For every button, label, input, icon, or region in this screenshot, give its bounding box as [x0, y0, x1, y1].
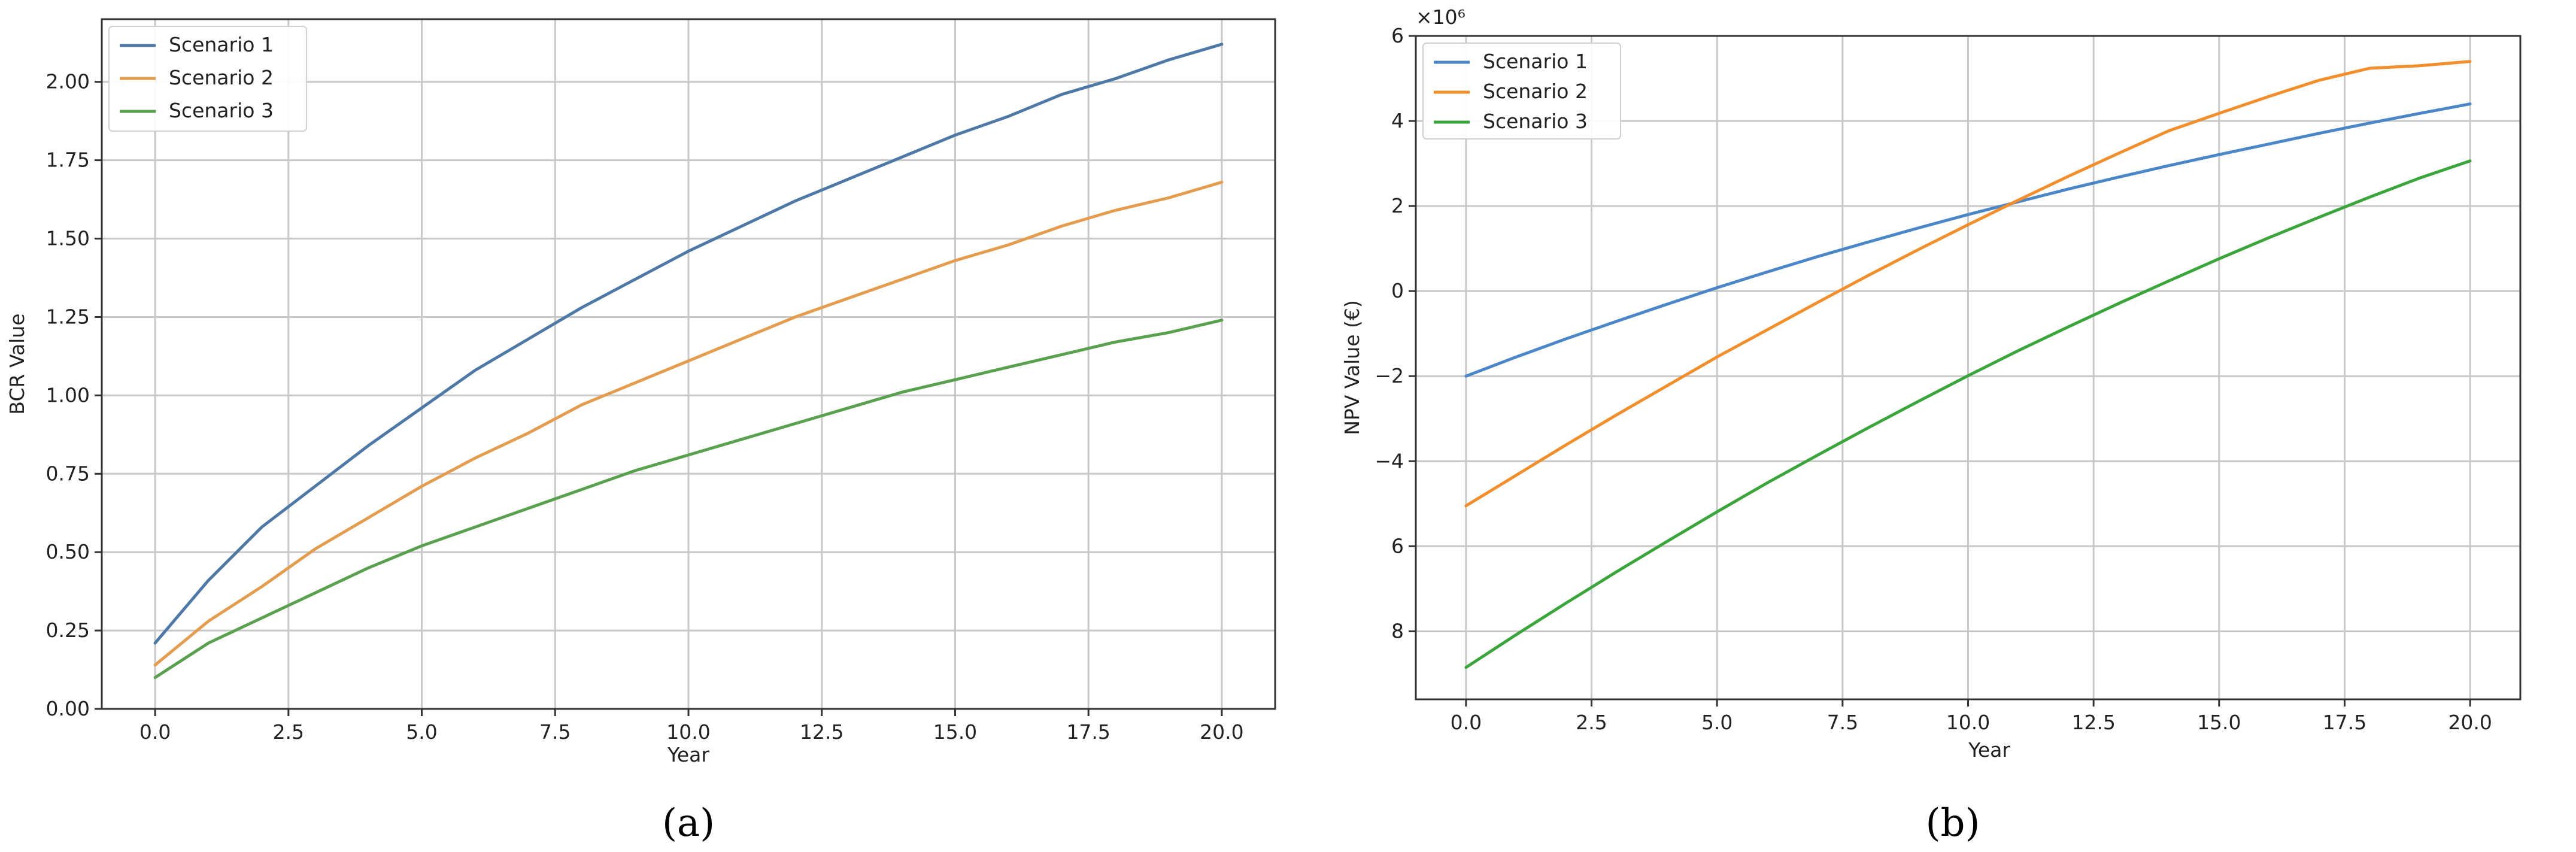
x-axis-title: Year [1968, 738, 2010, 762]
y-tick-label: 0.50 [46, 540, 90, 563]
y-tick-label: 8 [1391, 619, 1404, 642]
x-tick-label: 20.0 [2448, 711, 2492, 734]
series-lines [1464, 60, 2472, 669]
y-tick-label: 4 [1391, 109, 1404, 132]
x-tick-label: 0.0 [139, 720, 171, 744]
panel-a-bcr-chart: 0.0 2.5 5.0 7.5 10.0 12.5 15.0 17.5 20.0 0.00 0.25… [5, 18, 1276, 845]
y-tick-label: 0 [1391, 279, 1404, 302]
x-tick-label: 2.5 [273, 720, 304, 744]
legend-box [108, 26, 307, 132]
legend-label: Scenario 1 [1483, 50, 1588, 73]
series-line-scenario-3 [1464, 159, 2472, 669]
x-tick-label: 2.5 [1576, 711, 1607, 734]
y-axis-title: BCR Value [5, 313, 29, 414]
y-tick-label: 1.25 [46, 305, 90, 328]
y-tick-label: 2 [1391, 194, 1404, 217]
x-tick-label: 15.0 [933, 720, 977, 744]
x-tick-label: 10.0 [1946, 711, 1990, 734]
x-tick-label: 17.5 [2323, 711, 2366, 734]
panel-b-npv-chart: 0.0 2.5 5.0 7.5 10.0 12.5 15.0 17.5 20.0 6 4 2 0 −2 −4… [1340, 5, 2522, 845]
panel-label-a: (a) [662, 801, 715, 845]
x-tick-label: 5.0 [406, 720, 437, 744]
x-axis-title: Year [667, 743, 709, 766]
series-lines [153, 43, 1224, 680]
series-line-scenario-3 [153, 319, 1224, 680]
y-tick-label: 1.50 [46, 227, 90, 250]
panel-label-b: (b) [1926, 801, 1980, 845]
series-line-scenario-2 [1464, 60, 2472, 508]
legend: Scenario 1 Scenario 2 Scenario 3 [108, 26, 307, 132]
y-tick-label: −4 [1375, 449, 1404, 472]
x-tick-label: 20.0 [1200, 720, 1243, 744]
x-tick-label: 12.5 [2071, 711, 2115, 734]
legend: Scenario 1 Scenario 2 Scenario 3 [1422, 43, 1621, 140]
legend-label: Scenario 2 [1483, 80, 1588, 103]
y-axis-title: NPV Value (€) [1340, 300, 1364, 435]
x-tick-label: 15.0 [2197, 711, 2241, 734]
series-line-scenario-1 [153, 43, 1224, 645]
legend-label: Scenario 1 [169, 33, 274, 56]
axis-ticks: 0.0 2.5 5.0 7.5 10.0 12.5 15.0 17.5 20.0 6 4 2 0 −2 −4… [1375, 24, 2492, 734]
axis-ticks: 0.0 2.5 5.0 7.5 10.0 12.5 15.0 17.5 20.0 0.00 0.25… [46, 70, 1244, 744]
y-tick-label: 0.75 [46, 462, 90, 485]
y-tick-label: 1.75 [46, 148, 90, 172]
x-tick-label: 7.5 [539, 720, 571, 744]
legend-label: Scenario 2 [169, 66, 274, 89]
y-tick-label: 2.00 [46, 70, 90, 93]
series-line-scenario-1 [1464, 102, 2472, 378]
y-axis-multiplier: ×10⁶ [1416, 5, 1466, 29]
x-tick-label: 7.5 [1827, 711, 1858, 734]
y-tick-label: 6 [1391, 24, 1404, 47]
y-tick-label: −2 [1375, 364, 1404, 387]
x-tick-label: 5.0 [1701, 711, 1732, 734]
x-tick-label: 0.0 [1451, 711, 1482, 734]
x-tick-label: 12.5 [800, 720, 844, 744]
legend-label: Scenario 3 [169, 99, 274, 122]
series-line-scenario-2 [153, 180, 1224, 667]
y-tick-label: 0.00 [46, 697, 90, 720]
legend-label: Scenario 3 [1483, 110, 1588, 133]
x-tick-label: 17.5 [1066, 720, 1110, 744]
y-tick-label: 6 [1391, 534, 1404, 557]
legend-box [1422, 43, 1621, 140]
x-tick-label: 10.0 [666, 720, 710, 744]
y-tick-label: 0.25 [46, 618, 90, 642]
y-tick-label: 1.00 [46, 383, 90, 407]
